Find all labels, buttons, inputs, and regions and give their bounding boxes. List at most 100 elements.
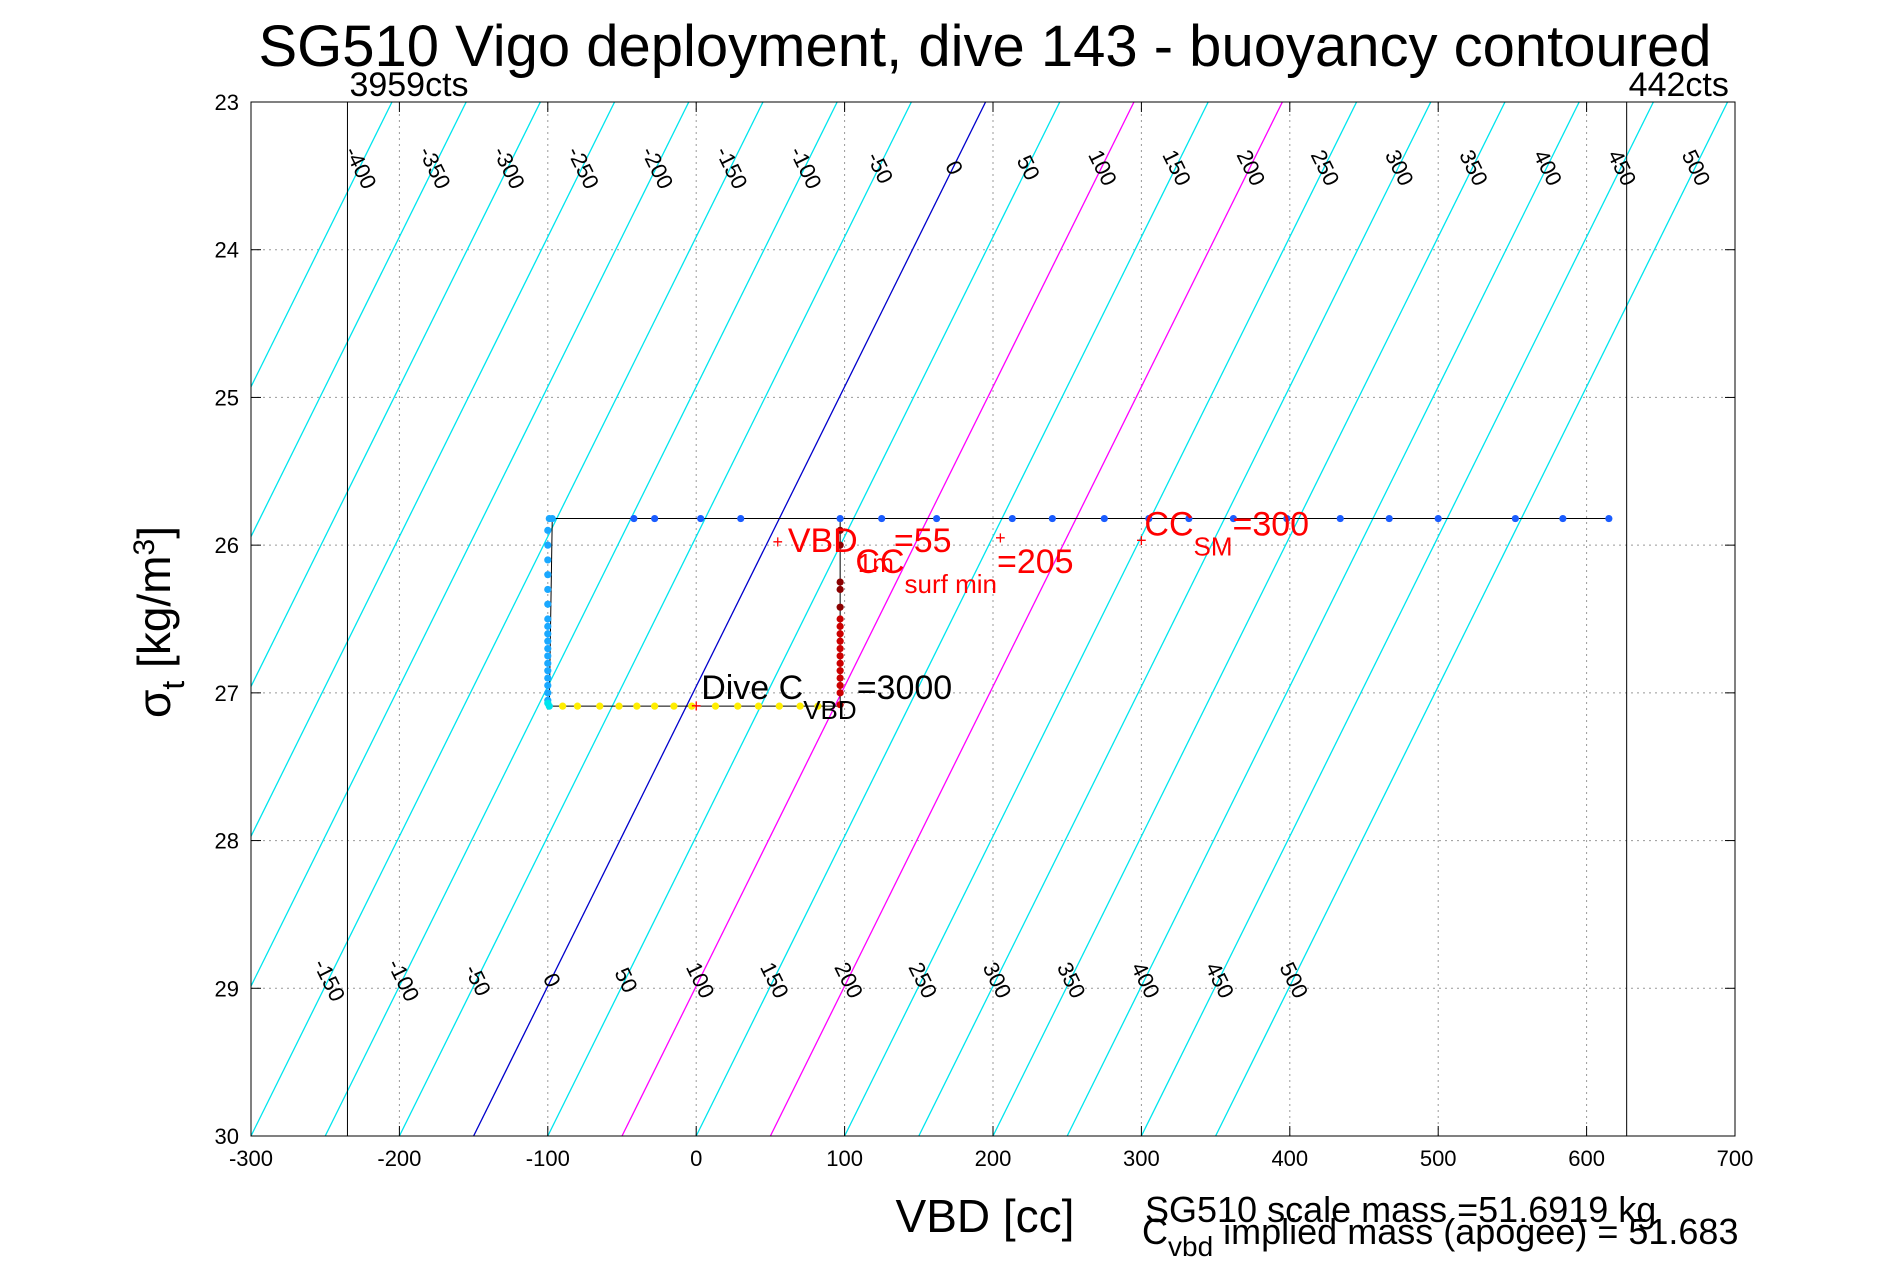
- y-axis-label-symbol: σ: [128, 690, 180, 718]
- data-point: [836, 514, 844, 523]
- data-point: [573, 702, 582, 710]
- annotation-marker: +: [691, 696, 702, 716]
- buoyancy-contours: -400 -350 -300 -250 -200 -150 -100 -50 0 50 100 150…: [251, 102, 1729, 1136]
- data-point: [544, 600, 552, 608]
- data-point: [836, 630, 844, 638]
- data-point: [836, 681, 844, 690]
- x-tick-label: 300: [1123, 1146, 1160, 1171]
- x-tick-label: 100: [826, 1146, 863, 1171]
- data-point: [688, 702, 696, 710]
- contour-line: [251, 102, 541, 688]
- contour-label: -100: [383, 955, 425, 1006]
- data-point: [544, 615, 552, 623]
- contour-label: -300: [488, 142, 530, 193]
- data-point: [836, 659, 844, 667]
- contour-label: 0: [940, 157, 968, 179]
- data-point: [559, 702, 567, 710]
- contour-line: [1066, 102, 1580, 1136]
- data-point: [544, 667, 552, 675]
- x-tick-label: 700: [1717, 1146, 1754, 1171]
- contour-label: 500: [1677, 146, 1716, 190]
- data-point: [796, 702, 804, 710]
- x-tick-label: -200: [377, 1146, 421, 1171]
- contour-label: -350: [414, 142, 456, 193]
- annotation-label: CCsurf min=205: [855, 543, 1073, 599]
- contour-line: [251, 102, 393, 389]
- data-point: [1048, 514, 1056, 523]
- contour-line: [844, 102, 1358, 1136]
- data-point: [545, 702, 553, 710]
- data-point: [933, 514, 941, 523]
- vbd-limit-lines: 3959cts 442cts: [346, 66, 1729, 1136]
- annotation-label: Dive CVBD=3000: [701, 669, 952, 725]
- annotation-label: VBD1m=55: [788, 522, 952, 578]
- data-point: [596, 702, 604, 710]
- x-tick-label: 400: [1271, 1146, 1308, 1171]
- data-point: [836, 578, 844, 586]
- data-point: [670, 702, 678, 710]
- annotation-label: CCSM=300: [1144, 506, 1309, 562]
- contour-label: -250: [562, 142, 604, 193]
- contour-line: [324, 102, 838, 1136]
- y-tick-label: 28: [215, 829, 239, 854]
- contour-label: 250: [904, 958, 943, 1002]
- data-point: [836, 585, 844, 594]
- data-point: [836, 652, 844, 660]
- data-point: [878, 514, 886, 523]
- x-axis-label: VBD [cc]: [896, 1190, 1075, 1242]
- y-tick-label: 29: [215, 976, 239, 1001]
- data-point: [1434, 514, 1442, 523]
- contour-line: [398, 102, 912, 1136]
- contour-line: [769, 102, 1283, 1136]
- contour-label: 450: [1603, 146, 1642, 190]
- contour-label: 100: [681, 958, 720, 1002]
- contour-line: [1140, 102, 1654, 1136]
- x-tick-label: -300: [229, 1146, 273, 1171]
- contour-label: 350: [1454, 146, 1493, 190]
- annotations: + VBD1m=55 +CCsurf min=205+CCSM=300+ Dive C…: [691, 506, 1309, 725]
- data-point: [545, 514, 553, 523]
- data-point: [544, 622, 552, 630]
- contour-label: 500: [1275, 958, 1314, 1002]
- contour-line: [251, 102, 690, 988]
- data-point: [1511, 514, 1519, 523]
- data-point: [1145, 514, 1153, 523]
- contour-label: 100: [1083, 146, 1122, 190]
- data-point: [1185, 514, 1193, 523]
- y-axis-label-unit: [kg/m: [128, 555, 180, 680]
- data-point: [651, 514, 659, 523]
- contour-label: -50: [862, 148, 899, 188]
- y-axis-label-sub: t: [155, 681, 191, 690]
- data-point: [544, 526, 552, 534]
- contour-label: 400: [1528, 146, 1567, 190]
- y-tick-label: 27: [215, 681, 239, 706]
- data-point: [754, 702, 763, 710]
- data-point: [836, 615, 844, 623]
- dive-data-series: [544, 514, 1613, 710]
- contour-line: [695, 102, 1209, 1136]
- data-point: [1229, 514, 1238, 523]
- contour-label: 150: [755, 958, 794, 1002]
- contour-label: 300: [978, 958, 1017, 1002]
- data-point: [836, 541, 844, 549]
- contour-line: [473, 102, 987, 1136]
- vbd-limit-label: 442cts: [1629, 66, 1729, 104]
- data-point: [544, 637, 552, 645]
- x-tick-label: -100: [526, 1146, 570, 1171]
- y-tick-label: 23: [215, 90, 239, 115]
- contour-line: [1215, 102, 1729, 1136]
- y-axis-label: σt [kg/m3]: [128, 526, 191, 718]
- implied-mass-sub: vbd: [1168, 1231, 1213, 1262]
- data-point: [544, 689, 552, 697]
- data-point: [836, 674, 844, 682]
- data-point: [544, 674, 552, 682]
- contour-line: [251, 102, 467, 539]
- data-point: [1283, 514, 1291, 523]
- y-axis-label-sup: 3: [128, 539, 161, 556]
- data-point: [1385, 514, 1393, 523]
- x-tick-label: 600: [1568, 1146, 1605, 1171]
- data-point: [836, 603, 844, 611]
- chart-title: SG510 Vigo deployment, dive 143 - buoyan…: [258, 14, 1711, 79]
- x-tick-label: 0: [690, 1146, 702, 1171]
